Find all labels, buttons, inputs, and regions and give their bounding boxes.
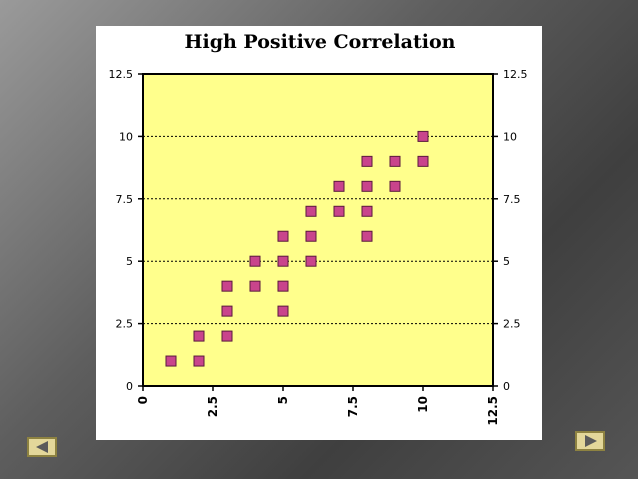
triangle-left-icon: [36, 441, 48, 453]
data-point: [221, 305, 233, 317]
data-point: [193, 355, 205, 367]
x-tick-label: 5: [276, 396, 290, 404]
data-point: [417, 155, 429, 167]
y-tick-label-left: 10: [119, 130, 133, 143]
data-point: [193, 330, 205, 342]
y-tick-label-right: 5: [503, 255, 510, 268]
data-point: [361, 155, 373, 167]
data-point: [333, 205, 345, 217]
x-tick-label: 2.5: [206, 396, 220, 417]
triangle-right-icon: [585, 435, 597, 447]
y-tick-label-right: 2.5: [503, 318, 521, 331]
x-tick-label: 0: [136, 396, 150, 404]
data-point: [361, 205, 373, 217]
data-point: [389, 180, 401, 192]
data-point: [221, 280, 233, 292]
x-tick-label: 12.5: [486, 396, 500, 426]
y-tick-label-left: 2.5: [116, 318, 134, 331]
data-point: [249, 280, 261, 292]
data-point: [221, 330, 233, 342]
y-tick-label-left: 12.5: [109, 68, 134, 81]
chart-title: High Positive Correlation: [185, 31, 456, 53]
data-point: [361, 230, 373, 242]
previous-slide-button[interactable]: [27, 437, 57, 457]
y-tick-label-right: 10: [503, 130, 517, 143]
data-point: [277, 280, 289, 292]
chart-panel: High Positive Correlation 0 0 2.5 2.5 5 5 7.5 7…: [96, 26, 542, 440]
data-point: [277, 305, 289, 317]
y-tick-label-left: 7.5: [116, 193, 134, 206]
data-point: [277, 255, 289, 267]
data-point: [305, 255, 317, 267]
y-tick-label-right: 12.5: [503, 68, 528, 81]
x-tick-label: 7.5: [346, 396, 360, 417]
data-point: [333, 180, 345, 192]
y-tick-label-right: 7.5: [503, 193, 521, 206]
data-point: [417, 130, 429, 142]
data-point: [389, 155, 401, 167]
data-point: [277, 230, 289, 242]
y-tick-label-left: 5: [126, 255, 133, 268]
next-slide-button[interactable]: [575, 431, 605, 451]
data-point: [165, 355, 177, 367]
y-tick-label-right: 0: [503, 380, 510, 393]
data-point: [305, 205, 317, 217]
data-point: [361, 180, 373, 192]
scatter-chart: High Positive Correlation 0 02.5 2.55 57.5 7…: [109, 31, 528, 426]
data-point: [305, 230, 317, 242]
y-tick-label-left: 0: [126, 380, 133, 393]
x-tick-label: 10: [416, 396, 430, 413]
data-point: [249, 255, 261, 267]
plot-frame: [142, 73, 494, 387]
